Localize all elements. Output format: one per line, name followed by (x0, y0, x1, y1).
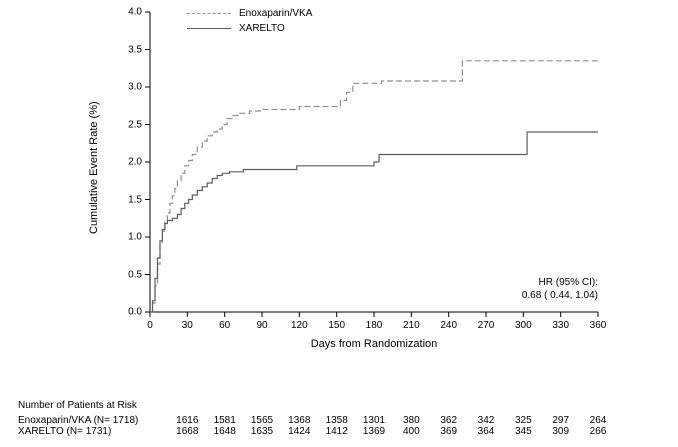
at-risk-count: 1635 (250, 426, 274, 437)
at-risk-count: 362 (440, 415, 458, 426)
x-axis-title: Days from Randomization (310, 338, 438, 350)
y-tick-label: 0.5 (128, 269, 142, 280)
series-curve-enoxaparin-vka (150, 60, 598, 313)
legend-item-xarelto: XARELTO (187, 23, 312, 34)
at-risk-count: 345 (514, 426, 532, 437)
x-tick-label: 60 (219, 320, 231, 331)
hr-label: HR (95% CI): (538, 277, 598, 288)
at-risk-count: 266 (589, 426, 607, 437)
at-risk-count: 1565 (250, 415, 274, 426)
y-tick-label: 1.0 (128, 231, 142, 243)
x-tick-label: 180 (365, 320, 383, 331)
at-risk-count: 1648 (213, 426, 236, 437)
y-tick-label: 2.0 (128, 156, 142, 168)
y-tick-label: 0.0 (128, 306, 142, 318)
dashed-line-sample-icon (187, 13, 231, 14)
x-tick-label: 30 (181, 320, 193, 331)
at-risk-count: 325 (514, 415, 532, 426)
x-tick-label: 120 (290, 320, 308, 331)
series-curve-xarelto (150, 131, 598, 313)
legend-label-xarelto: XARELTO (239, 23, 285, 34)
at-risk-count: 400 (402, 426, 420, 437)
at-risk-count: 342 (477, 415, 495, 426)
hr-value: 0.68 ( 0.44, 1.04) (521, 290, 598, 301)
at-risk-row-label-enoxaparin-vka: Enoxaparin/VKA (N= 1718) (18, 415, 139, 426)
y-tick-label: 3.5 (128, 44, 142, 55)
at-risk-count: 364 (477, 426, 495, 437)
x-tick-label: 0 (147, 320, 153, 331)
legend-label-enoxaparin-vka: Enoxaparin/VKA (239, 8, 313, 19)
at-risk-row-label-xarelto: XARELTO (N= 1731) (18, 426, 112, 437)
x-tick-label: 90 (256, 320, 268, 331)
at-risk-count: 1424 (288, 426, 311, 437)
at-risk-count: 1616 (176, 415, 199, 426)
at-risk-count: 1301 (362, 415, 386, 426)
at-risk-header: Number of Patients at Risk (18, 400, 137, 411)
at-risk-count: 1358 (325, 415, 348, 426)
at-risk-count: 1369 (362, 426, 386, 437)
y-tick-label: 4.0 (128, 6, 142, 18)
solid-line-sample-icon (187, 28, 231, 29)
legend: Enoxaparin/VKA XARELTO (187, 8, 312, 38)
x-tick-label: 330 (552, 320, 570, 331)
x-tick-label: 150 (328, 320, 346, 331)
hazard-ratio-annotation: HR (95% CI): 0.68 ( 0.44, 1.04) (522, 276, 598, 302)
y-tick-label: 2.5 (128, 119, 142, 130)
x-tick-label: 240 (440, 320, 458, 331)
at-risk-count: 369 (440, 426, 458, 437)
at-risk-count: 297 (552, 415, 570, 426)
at-risk-count: 264 (589, 415, 607, 426)
x-tick-label: 270 (477, 320, 495, 331)
y-tick-label: 1.5 (128, 194, 142, 205)
y-tick-label: 3.0 (128, 81, 142, 93)
x-tick-label: 360 (589, 320, 607, 331)
at-risk-count: 309 (552, 426, 570, 437)
at-risk-count: 380 (402, 415, 420, 426)
x-tick-label: 210 (402, 320, 420, 331)
at-risk-count: 1368 (288, 415, 311, 426)
at-risk-count: 1412 (325, 426, 348, 437)
legend-item-enoxaparin-vka: Enoxaparin/VKA (187, 8, 312, 19)
x-tick-label: 300 (514, 320, 532, 331)
at-risk-count: 1668 (176, 426, 199, 437)
y-axis-title: Cumulative Event Rate (%) (88, 101, 100, 234)
at-risk-count: 1581 (213, 415, 236, 426)
